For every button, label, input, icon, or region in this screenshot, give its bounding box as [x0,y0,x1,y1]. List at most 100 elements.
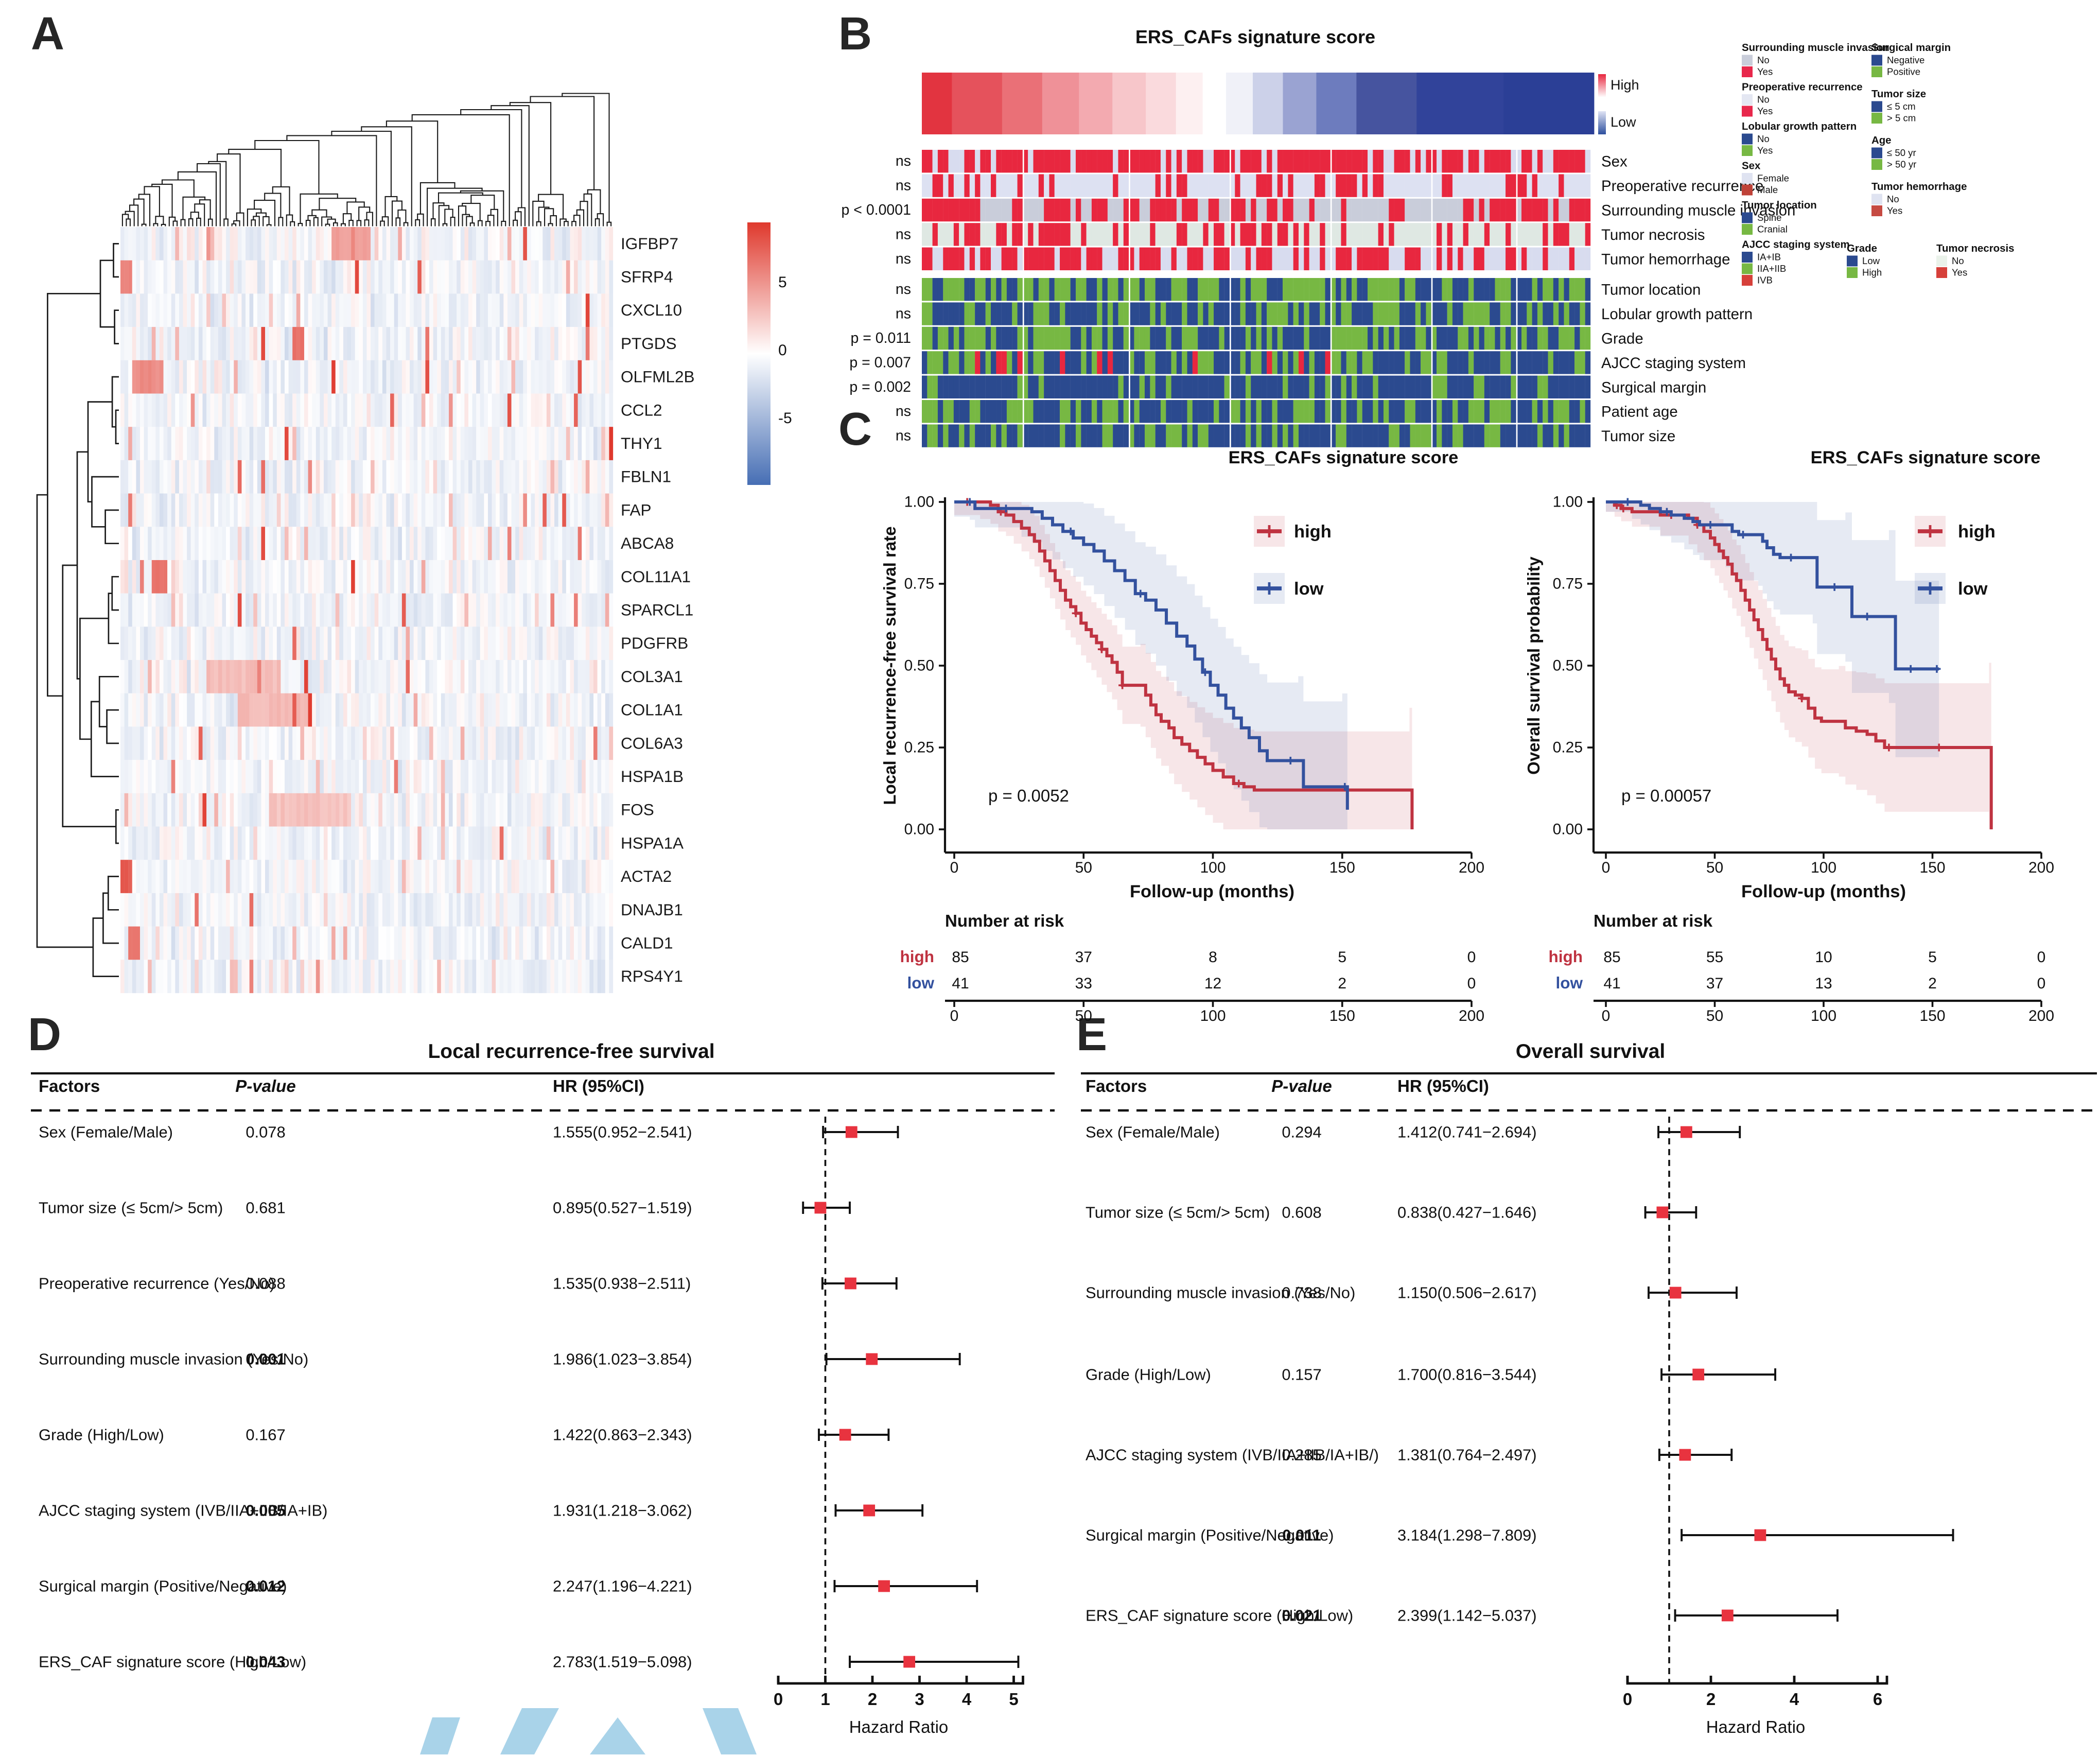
x-tick-label: 200 [1459,859,1484,876]
gene-label: ACTA2 [621,867,672,885]
legend-item-label: Negative [1887,55,1924,65]
censor-mark [1066,527,1075,535]
gene-label: COL11A1 [621,567,691,586]
factor-label: Sex (Female/Male) [1086,1123,1220,1141]
forest-title: Overall survival [1516,1040,1666,1063]
risk-row-label: low [907,973,935,992]
censor-mark [1787,553,1795,562]
legend-item-label: Female [1757,173,1789,184]
gene-label: COL6A3 [621,734,683,752]
row-p-label: p < 0.0001 [841,202,911,218]
hr-ci-cell: 1.555(0.952−2.541) [553,1123,692,1141]
y-tick-label: 0.50 [1553,657,1583,674]
gene-label: CXCL10 [621,301,682,319]
legend-color-chip [1742,145,1753,156]
hazard-axis-label: Hazard Ratio [1706,1717,1806,1736]
censor-mark [1118,681,1127,689]
risk-count: 5 [1338,949,1346,966]
p-value-cell: 0.157 [1282,1366,1321,1384]
legend-group-title: Grade [1847,243,1877,254]
factor-label: ERS_CAF signature score (High/Low) [1086,1607,1353,1625]
risk-axis-tick: 200 [2028,1007,2054,1024]
hr-ci-cell: 2.247(1.196−4.221) [553,1577,692,1595]
legend-series-label: high [1958,522,1996,542]
header-hr: HR (95%CI) [553,1076,644,1096]
legend-color-chip [1742,106,1753,117]
legend-group-title: Sex [1742,161,1761,172]
legend-item-label: IIA+IIB [1757,263,1786,274]
watermark-shape [590,1717,645,1754]
risk-axis-tick: 200 [1459,1007,1484,1024]
row-name-label: Tumor necrosis [1601,227,1705,244]
p-value-cell: 0.078 [246,1123,285,1141]
censor-mark [1706,521,1714,529]
score-high-label: High [1611,77,1639,93]
risk-table-title: Number at risk [1594,911,1713,930]
p-value-text: p = 0.0052 [988,786,1069,805]
censor-mark [1662,508,1671,516]
x-tick-label: 200 [2028,859,2054,876]
row-name-label: Surgical margin [1601,379,1706,396]
row-p-label: ns [896,306,911,322]
watermark [420,1708,757,1754]
hazard-tick-label: 5 [1009,1690,1018,1709]
x-axis-label: Follow-up (months) [1741,882,1906,901]
row-p-label: ns [896,281,911,298]
colorbar-tick-label: -5 [778,410,792,427]
column-dendrogram [121,93,612,227]
x-tick-label: 50 [1075,859,1092,876]
hazard-tick-label: 4 [1790,1690,1799,1709]
hr-marker [1679,1449,1691,1461]
factor-label: Surgical margin (Positive/Negative) [39,1577,287,1595]
legend-color-chip [1742,263,1753,274]
km-title: ERS_CAFs signature score [1229,448,1459,467]
legend-color-chip [1742,66,1753,77]
hr-marker [1669,1286,1682,1299]
legend-color-chip [1742,224,1753,235]
hr-ci-cell: 1.150(0.506−2.617) [1397,1284,1537,1302]
gene-label: FOS [621,801,654,819]
gene-label: SFRP4 [621,268,673,286]
row-name-label: Preoperative recurrence [1601,178,1763,195]
risk-table-title: Number at risk [945,911,1064,930]
clinical-heatmap: ERS_CAFs signature score High Low ns Sex ns Pr… [841,26,2014,447]
censor-mark [1739,531,1747,539]
legend-item-label: Low [1862,255,1880,266]
factor-label: Tumor size (≤ 5cm/> 5cm) [39,1199,223,1217]
legend-item-label: Yes [1952,267,1967,278]
row-name-label: Tumor hemorrhage [1601,251,1730,268]
factor-label: Grade (High/Low) [39,1426,164,1444]
row-name-label: Tumor location [1601,282,1701,299]
risk-count: 0 [1467,975,1476,992]
legend-color-chip [1742,133,1753,145]
row-name-label: Tumor size [1601,428,1675,445]
legend-color-chip [1871,66,1882,77]
censor-mark [1097,645,1106,653]
row-name-label: Grade [1601,331,1643,347]
legend-color-chip [1742,212,1753,223]
risk-count: 85 [952,949,969,966]
factor-label: Surgical margin (Positive/Negative) [1086,1526,1334,1544]
legend-color-chip [1742,184,1753,196]
legend-color-chip [1871,147,1882,159]
censor-mark [1885,743,1893,752]
legend-group-title: Tumor hemorrhage [1871,181,1967,193]
p-value-cell: 0.088 [246,1275,285,1293]
x-axis-label: Follow-up (months) [1130,882,1294,901]
factor-label: AJCC staging system (IVB/IIA+IIB/IA+IB) [39,1502,327,1520]
hr-ci-cell: 1.700(0.816−3.544) [1397,1366,1537,1384]
panel-b-title: ERS_CAFs signature score [1135,26,1375,47]
risk-axis-tick: 150 [1329,1007,1355,1024]
x-tick-label: 50 [1706,859,1723,876]
legend-color-chip [1936,255,1947,267]
legend-item-label: > 50 yr [1887,159,1916,170]
legend-item-label: > 5 cm [1887,113,1916,124]
hr-marker [845,1277,856,1290]
legend-group-title: Lobular growth pattern [1742,121,1857,132]
risk-count: 55 [1706,949,1723,966]
header-factors: Factors [39,1076,100,1096]
row-name-label: Patient age [1601,404,1678,421]
legend-item-label: Yes [1757,145,1773,156]
panel-d-label: D [28,1010,62,1061]
